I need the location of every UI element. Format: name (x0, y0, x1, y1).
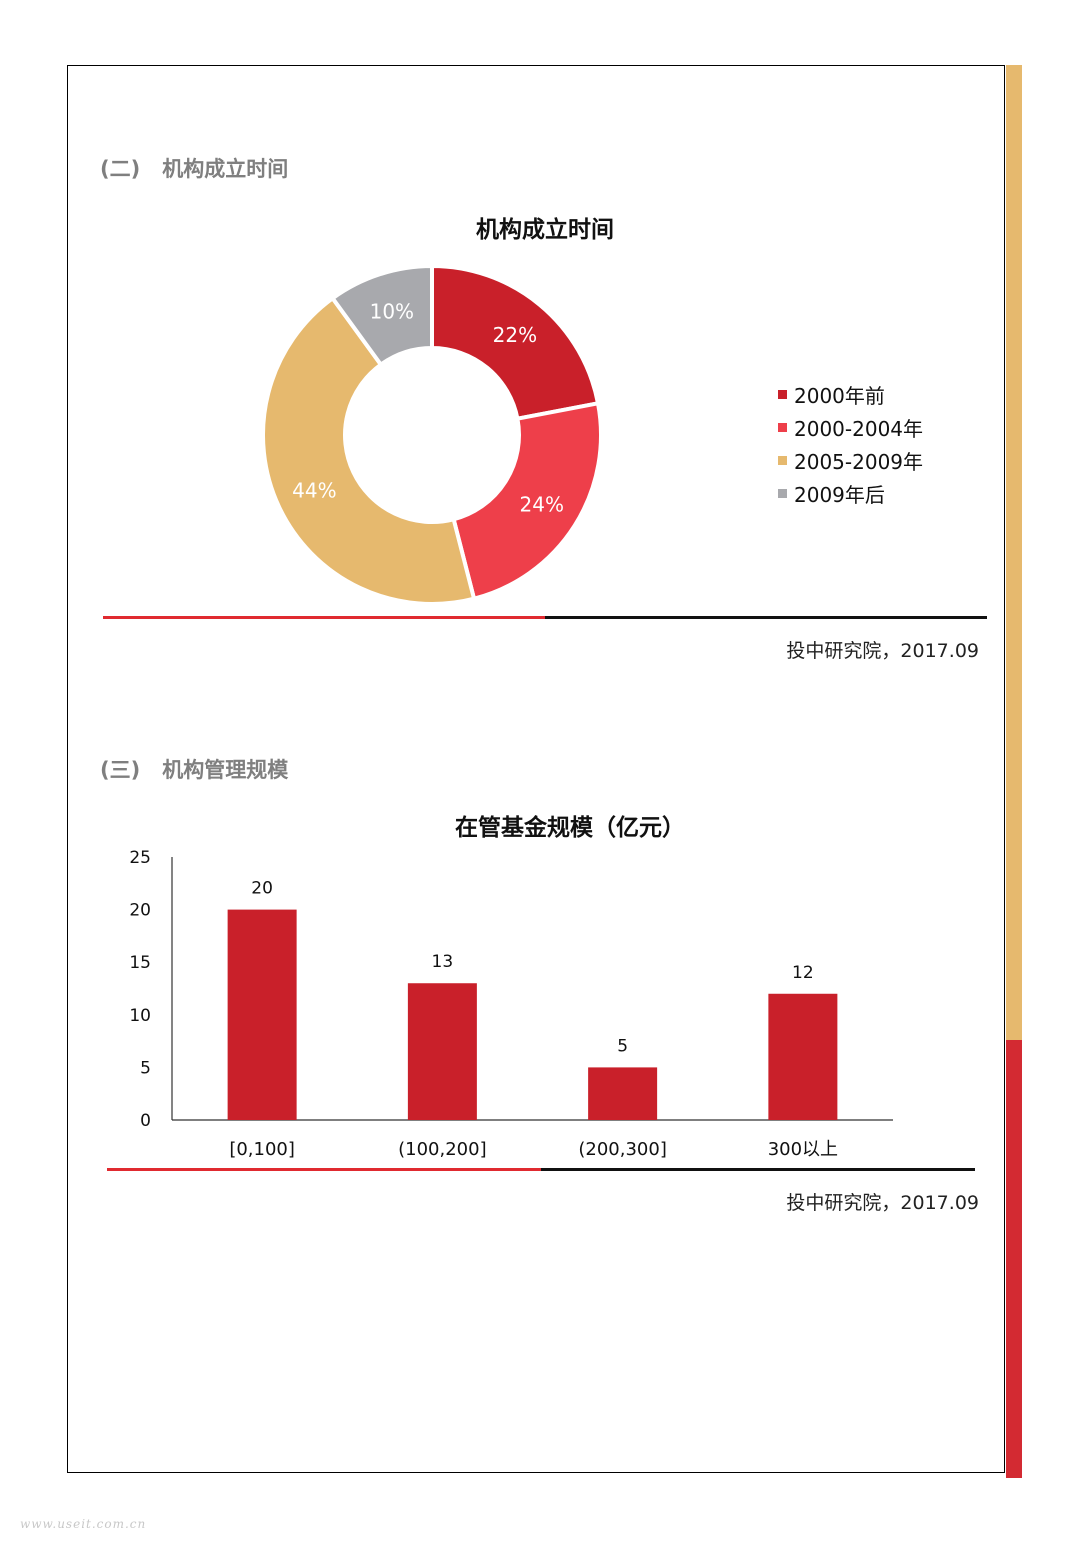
donut-slice-label: 10% (370, 299, 414, 323)
donut-chart: 22% 24% 44% 10% (260, 263, 603, 607)
y-tick-label: 5 (140, 1058, 151, 1078)
divider-red (107, 1168, 541, 1171)
legend-swatch (778, 423, 787, 432)
side-bar-red (1006, 1040, 1022, 1478)
section-title: 机构管理规模 (162, 758, 289, 782)
source-note: 投中研究院，2017.09 (786, 1192, 979, 1214)
bar (227, 909, 297, 1120)
legend-label: 2000-2004年 (794, 417, 924, 441)
bar-value-label: 5 (617, 1036, 628, 1056)
legend-item: 2005-2009年 (778, 444, 923, 477)
section-number: (二) (100, 157, 141, 181)
bar (768, 993, 838, 1120)
x-tick-label: (200,300] (578, 1139, 666, 1160)
section-title: 机构成立时间 (162, 157, 289, 181)
divider-red (103, 616, 545, 619)
bar (407, 983, 477, 1120)
source-note: 投中研究院，2017.09 (786, 640, 979, 662)
section-heading-scale: (三) 机构管理规模 (100, 754, 288, 784)
donut-chart-title: 机构成立时间 (476, 217, 614, 243)
legend-swatch (778, 390, 787, 399)
y-tick-label: 0 (140, 1111, 151, 1131)
bar-chart-title: 在管基金规模（亿元） (455, 815, 685, 841)
legend-label: 2005-2009年 (794, 450, 924, 474)
y-tick-label: 15 (129, 953, 151, 973)
bar (588, 1067, 658, 1120)
legend-swatch (778, 456, 787, 465)
donut-slice-label: 24% (520, 493, 564, 517)
bar-chart: 0 5 10 15 20 25 20 [0,100] 13 (100,200] 5 (200,300]… (129, 848, 893, 1160)
bar-value-label: 20 (251, 879, 273, 899)
donut-slice (260, 295, 477, 607)
side-bar-gold (1006, 65, 1022, 1040)
donut-slice (430, 263, 601, 422)
y-tick-label: 10 (129, 1006, 151, 1026)
x-tick-label: [0,100] (229, 1139, 295, 1160)
legend-label: 2009年后 (794, 483, 885, 507)
legend-item: 2009年后 (778, 477, 923, 510)
donut-slice (451, 400, 603, 602)
divider-black (541, 1168, 975, 1171)
x-tick-label: (100,200] (398, 1139, 486, 1160)
legend-item: 2000年前 (778, 378, 923, 411)
donut-slice-label: 44% (292, 478, 336, 502)
donut-slice (329, 263, 434, 368)
y-tick-label: 20 (129, 901, 151, 921)
legend-item: 2000-2004年 (778, 411, 923, 444)
donut-slice-label: 22% (493, 323, 537, 347)
donut-legend: 2000年前 2000-2004年 2005-2009年 2009年后 (778, 378, 923, 510)
divider-black (545, 616, 987, 619)
bar-value-label: 12 (792, 963, 814, 983)
bar-value-label: 13 (432, 952, 454, 972)
section-number: (三) (100, 758, 141, 782)
y-tick-label: 25 (129, 848, 151, 868)
legend-swatch (778, 489, 787, 498)
watermark: www.useit.com.cn (20, 1517, 147, 1531)
section-heading-founding: (二) 机构成立时间 (100, 153, 288, 183)
legend-label: 2000年前 (794, 384, 885, 408)
page-frame (67, 65, 1005, 1473)
x-tick-label: 300以上 (768, 1139, 838, 1160)
